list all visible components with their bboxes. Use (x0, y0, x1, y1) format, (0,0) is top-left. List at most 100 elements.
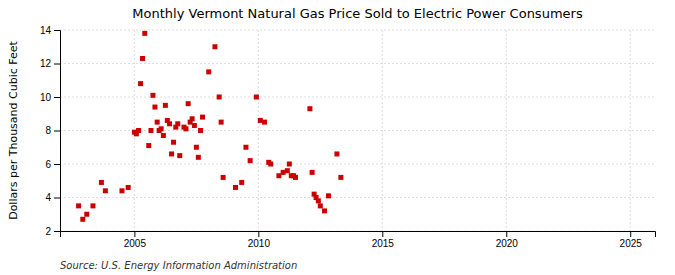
point (146, 143, 151, 148)
point (183, 126, 188, 131)
tick-mark (54, 30, 60, 31)
tick-mark (54, 64, 60, 65)
tick-label: 12 (40, 58, 52, 69)
point (262, 120, 267, 125)
y-axis-label: Dollars per Thousand Cubic Feet (7, 40, 20, 219)
point (316, 198, 321, 203)
point (175, 121, 180, 126)
x-axis: 2005 2010 2015 2020 2025 (61, 231, 656, 249)
source-note: Source: U.S. Energy Information Administ… (60, 260, 297, 271)
point (103, 188, 108, 193)
point (99, 180, 104, 185)
grid-line (60, 97, 655, 98)
tick: 2 (45, 226, 60, 237)
point (155, 120, 160, 125)
point (142, 31, 147, 36)
grid-line (60, 63, 655, 64)
tick-label: 10 (40, 92, 52, 103)
point (219, 120, 224, 125)
tick: 14 (40, 25, 60, 36)
point (307, 106, 312, 111)
point (186, 101, 191, 106)
point (194, 145, 199, 150)
grid-line (60, 164, 655, 165)
point (239, 180, 244, 185)
tick: 2025 (620, 231, 643, 249)
tick-label: 2025 (620, 238, 643, 249)
grid (60, 30, 655, 231)
point (167, 121, 172, 126)
point (177, 153, 182, 158)
point (190, 116, 195, 121)
point (285, 168, 290, 173)
tick: 2005 (124, 231, 147, 249)
tick-label: 2 (45, 226, 51, 237)
grid-line (60, 197, 655, 198)
point (152, 105, 157, 110)
tick: 12 (40, 58, 60, 69)
chart: 200520102015202020252468101214Monthly Ve… (0, 0, 675, 275)
tick: 10 (40, 92, 60, 103)
tick: 6 (45, 159, 60, 170)
point (192, 123, 197, 128)
tick-label: 2010 (248, 238, 271, 249)
point (268, 162, 273, 167)
point (169, 151, 174, 156)
point (76, 203, 81, 208)
y-axis: 2468101214 (40, 25, 61, 237)
tick-label: 2005 (124, 238, 147, 249)
tick-mark (54, 198, 60, 199)
tick-label: 4 (45, 192, 51, 203)
point (150, 93, 155, 98)
axis-line (61, 232, 656, 238)
tick: 2020 (496, 231, 519, 249)
point (310, 170, 315, 175)
tick-mark (54, 164, 60, 165)
axis-line (54, 31, 61, 232)
point (148, 128, 153, 133)
tick-mark (54, 231, 60, 232)
point (254, 95, 259, 100)
point (159, 126, 164, 131)
point (126, 185, 131, 190)
tick: 2015 (372, 231, 395, 249)
point (196, 155, 201, 160)
tick-label: 6 (45, 159, 51, 170)
tick: 4 (45, 192, 60, 203)
tick-mark (54, 97, 60, 98)
tick-mark (258, 231, 259, 237)
point (287, 162, 292, 167)
plot-area: 200520102015202020252468101214 (40, 25, 656, 249)
grid-line (60, 30, 655, 31)
tick-mark (382, 231, 383, 237)
point (322, 208, 327, 213)
point (326, 193, 331, 198)
point (248, 158, 253, 163)
tick-label: 2015 (372, 238, 395, 249)
point (80, 217, 85, 222)
tick-mark (506, 231, 507, 237)
point (163, 103, 168, 108)
point (243, 145, 248, 150)
title: Monthly Vermont Natural Gas Price Sold t… (132, 6, 583, 21)
point (221, 175, 226, 180)
point (90, 203, 95, 208)
point (318, 203, 323, 208)
point (200, 115, 205, 120)
point (84, 212, 89, 217)
point (233, 185, 238, 190)
tick-mark (54, 131, 60, 132)
tick: 2010 (248, 231, 271, 249)
point (119, 188, 124, 193)
tick-label: 2020 (496, 238, 519, 249)
point (334, 151, 339, 156)
point (293, 175, 298, 180)
point (161, 133, 166, 138)
point (138, 81, 143, 86)
tick-mark (134, 231, 135, 237)
tick-label: 14 (40, 25, 52, 36)
tick-mark (630, 231, 631, 237)
point (206, 69, 211, 74)
point (136, 128, 141, 133)
point (217, 95, 222, 100)
